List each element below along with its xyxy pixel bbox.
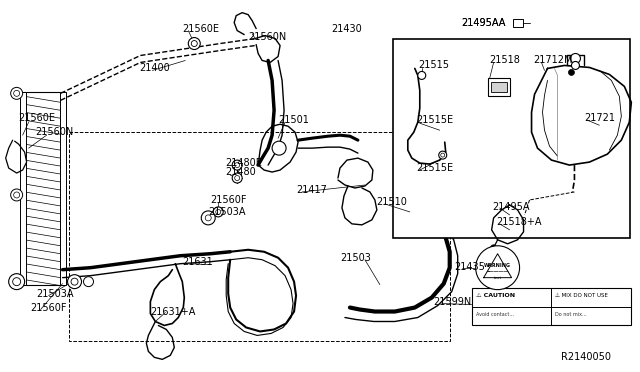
Text: 21435: 21435 [454,262,486,272]
Circle shape [68,275,81,289]
Text: 21560F: 21560F [31,302,67,312]
Circle shape [235,176,239,180]
Text: 21631: 21631 [182,257,213,267]
Bar [472,288,631,326]
Circle shape [232,160,242,170]
Text: ⚠ MIX DO NOT USE: ⚠ MIX DO NOT USE [556,293,609,298]
Text: 21480: 21480 [225,167,256,177]
Text: 21495AA: 21495AA [461,17,506,28]
Text: 21560N: 21560N [248,32,287,42]
Text: 21495AA: 21495AA [461,17,506,28]
Circle shape [83,277,93,286]
Circle shape [476,246,520,290]
Text: 21503: 21503 [340,253,371,263]
Circle shape [568,70,575,76]
Bar [393,39,630,238]
Text: 21560F: 21560F [210,195,247,205]
Circle shape [213,207,223,217]
Text: WARNING: WARNING [484,263,511,268]
Circle shape [9,274,25,290]
Text: 21518: 21518 [490,55,520,65]
Circle shape [235,163,239,167]
Circle shape [439,151,447,159]
Text: text: text [493,276,502,280]
Circle shape [201,211,215,225]
Text: 21599N: 21599N [433,296,471,307]
Text: 21480E: 21480E [225,158,262,168]
Text: 21417: 21417 [296,185,327,195]
Circle shape [205,215,211,221]
Circle shape [71,278,78,285]
Text: 21560E: 21560E [182,23,220,33]
Text: Do not mix...: Do not mix... [556,312,587,317]
Circle shape [188,38,200,49]
Text: 21503A: 21503A [36,289,74,299]
Circle shape [272,141,286,155]
Text: 21503A: 21503A [208,207,246,217]
Text: 21501: 21501 [278,115,309,125]
Text: 21495A: 21495A [493,202,530,212]
Circle shape [232,173,242,183]
Bar [60,92,65,285]
Text: 21515E: 21515E [416,163,453,173]
Text: 21518+A: 21518+A [497,217,542,227]
Text: 21430: 21430 [331,23,362,33]
Text: 21510: 21510 [376,197,407,207]
Bar [488,78,509,96]
Circle shape [13,192,20,198]
Circle shape [570,54,580,64]
Text: ⚠ CAUTION: ⚠ CAUTION [476,293,515,298]
Text: 21560N: 21560N [36,127,74,137]
Circle shape [13,278,20,286]
Circle shape [572,61,579,70]
Bar [20,92,26,285]
Bar [22,92,63,285]
Text: Avoid contact...: Avoid contact... [476,312,513,317]
Circle shape [216,209,221,214]
Text: 21560E: 21560E [19,113,56,123]
Circle shape [491,245,497,251]
Text: 21712M: 21712M [534,55,573,65]
Circle shape [11,87,22,99]
Text: 21515: 21515 [418,61,449,70]
Text: 21515E: 21515E [416,115,453,125]
Polygon shape [484,254,511,278]
Bar [513,19,522,26]
Bar [491,82,507,92]
Text: 21400: 21400 [140,64,170,73]
Circle shape [418,71,426,79]
Circle shape [13,90,20,96]
Circle shape [441,153,445,157]
Bar [68,132,450,341]
Circle shape [191,41,197,46]
Text: 21631+A: 21631+A [150,307,196,317]
Text: R2140050: R2140050 [561,352,611,362]
Text: ─────────: ───────── [486,270,509,274]
Text: 21721: 21721 [584,113,616,123]
Circle shape [11,189,22,201]
